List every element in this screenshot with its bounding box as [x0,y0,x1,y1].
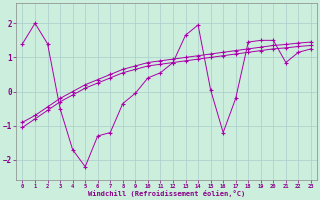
X-axis label: Windchill (Refroidissement éolien,°C): Windchill (Refroidissement éolien,°C) [88,190,245,197]
